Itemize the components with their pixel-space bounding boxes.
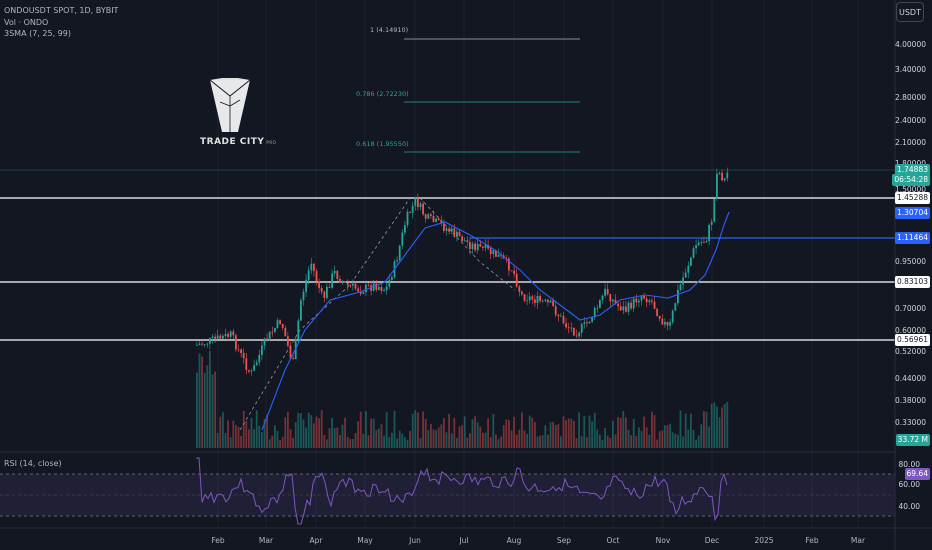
volume-tag: 33.72 M: [895, 434, 930, 446]
sma-tag: 1.30704: [894, 207, 930, 219]
price-tick: 2.80000: [894, 93, 926, 102]
fib-label-0786: 0.786 (2.72230): [356, 90, 409, 98]
trade-city-logo: [209, 78, 251, 132]
price-tick: 0.38000: [894, 396, 926, 405]
price-tick: 0.95000: [894, 257, 926, 266]
price-tick: 0.44000: [894, 374, 926, 383]
price-tick: 1.50000: [894, 185, 926, 194]
rsi-value-tag: 69.64: [904, 468, 930, 480]
fib-label-0618: 0.618 (1.95550): [356, 140, 409, 148]
time-tick: Apr: [309, 536, 323, 545]
time-tick: 2025: [754, 536, 774, 545]
volume-bars: [196, 350, 729, 448]
rsi-tick: 80.00: [898, 460, 920, 469]
time-tick: Dec: [704, 536, 720, 545]
sma-line: [261, 211, 730, 431]
level-tag-3: 0.83103: [894, 276, 930, 288]
time-tick: Feb: [805, 536, 819, 545]
price-tick: 3.40000: [894, 65, 926, 74]
time-tick: Oct: [606, 536, 620, 545]
chart-legend: ONDOUSDT SPOT, 1D, BYBIT Vol · ONDO 3SMA…: [4, 5, 118, 40]
sma-legend[interactable]: 3SMA (7, 25, 99): [4, 29, 71, 38]
level-tag-4: 0.56961: [894, 334, 930, 346]
time-tick: Sep: [556, 536, 572, 545]
price-tick: 4.00000: [894, 40, 926, 49]
price-tick: 2.40000: [894, 116, 926, 125]
countdown-tag: 06:54:28: [892, 174, 930, 186]
rsi-legend[interactable]: RSI (14, close): [4, 459, 62, 468]
time-tick: Mar: [850, 536, 866, 545]
price-tick: 0.70000: [894, 304, 926, 313]
time-tick: Nov: [655, 536, 671, 545]
time-tick: Feb: [211, 536, 225, 545]
time-tick: Jun: [409, 536, 421, 545]
rsi-line: [196, 457, 728, 525]
price-tick: 0.52000: [894, 347, 926, 356]
price-tick: 0.33000: [894, 418, 926, 427]
level-tag-2: 1.11464: [894, 232, 930, 244]
level-tag-1: 1.45288: [894, 192, 930, 204]
price-tick: 1.80000: [895, 159, 926, 168]
time-tick: May: [357, 536, 373, 545]
time-tick: Mar: [258, 536, 274, 545]
last-price-tag: 1.74883: [894, 164, 930, 176]
logo-text: TRADE CITY PRO: [200, 137, 277, 147]
currency-button[interactable]: USDT: [896, 2, 924, 22]
trend-line-up[interactable]: [239, 197, 411, 431]
rsi-tick: 60.00: [898, 480, 920, 489]
symbol-title[interactable]: ONDOUSDT SPOT, 1D, BYBIT: [4, 6, 119, 15]
time-tick: Aug: [506, 536, 522, 545]
price-tick: 0.60000: [894, 326, 926, 335]
rsi-tick: 40.00: [898, 502, 920, 511]
time-tick: Jul: [459, 536, 469, 545]
candlesticks[interactable]: [196, 167, 729, 376]
fib-label-1: 1 (4.14910): [370, 26, 409, 34]
price-tick: 2.10000: [894, 138, 926, 147]
volume-legend[interactable]: Vol · ONDO: [4, 17, 49, 27]
